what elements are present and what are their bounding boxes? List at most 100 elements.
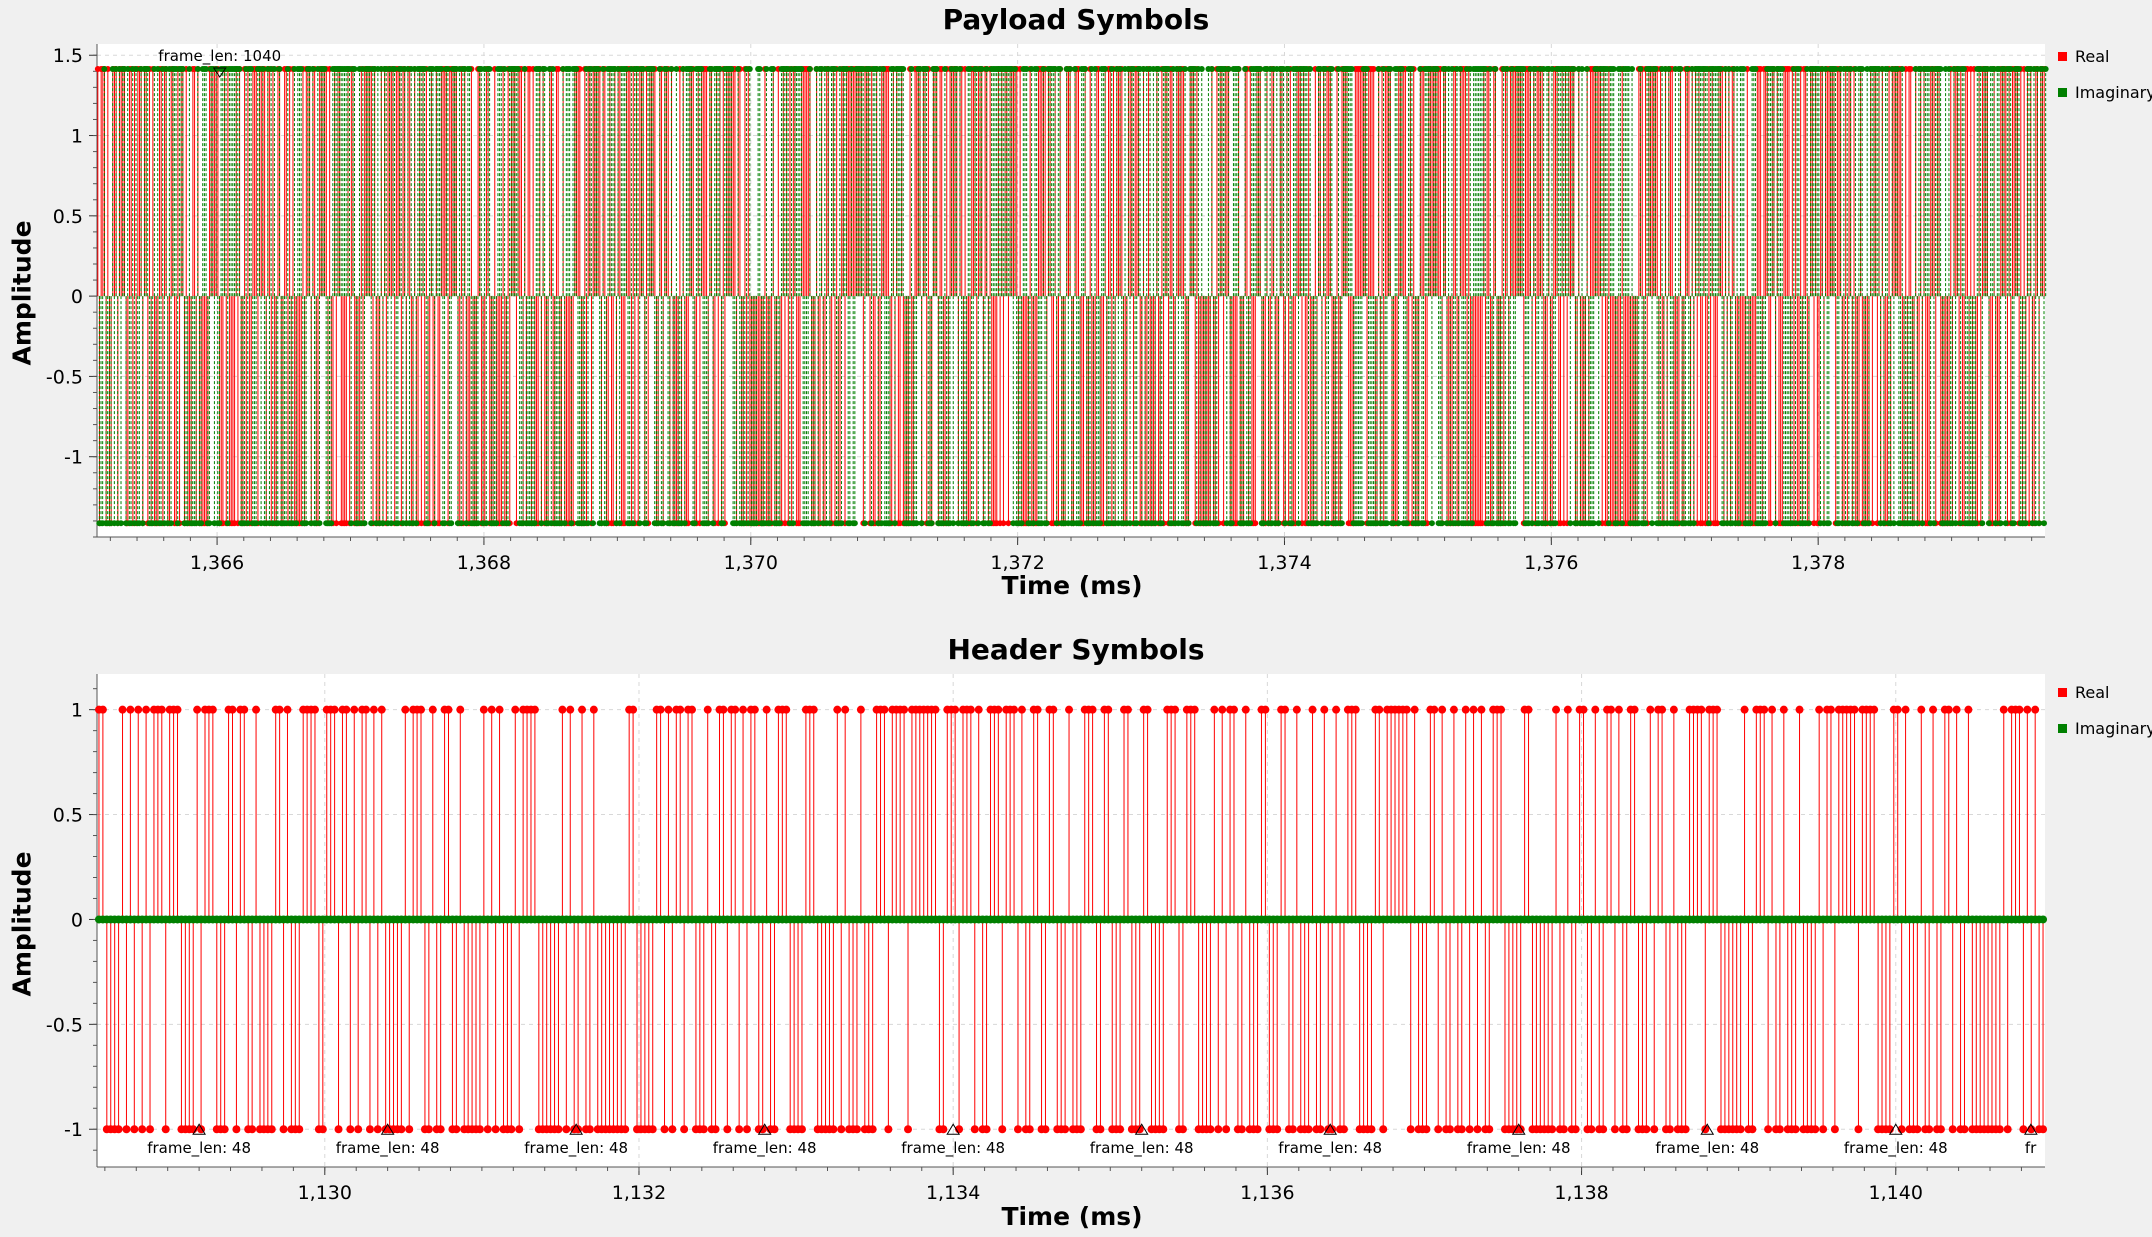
imaginary-point [1584, 66, 1591, 73]
imaginary-point [101, 66, 108, 73]
imaginary-point [806, 66, 813, 73]
imaginary-point [1348, 66, 1355, 73]
imaginary-point [1899, 66, 1906, 73]
imaginary-point [1642, 520, 1649, 527]
imaginary-point [248, 66, 255, 73]
imaginary-point [441, 520, 448, 527]
imaginary-point [753, 520, 760, 527]
imaginary-point [379, 520, 386, 527]
imaginary-point [1335, 66, 1342, 73]
y-tick-label: 1.5 [53, 45, 83, 67]
imaginary-point [1165, 66, 1172, 73]
imaginary-point [1792, 520, 1799, 527]
imaginary-point [1208, 66, 1215, 73]
imaginary-point [851, 520, 858, 527]
imaginary-point [913, 520, 920, 527]
imaginary-point [1894, 66, 1901, 73]
imaginary-point [710, 520, 717, 527]
y-tick-label: 1 [71, 700, 83, 722]
imaginary-point [1677, 66, 1684, 73]
imaginary-point [1865, 520, 1872, 527]
imaginary-point [448, 520, 455, 527]
imaginary-point [650, 66, 657, 73]
real-point [1714, 520, 1721, 527]
imaginary-point [1082, 66, 1089, 73]
x-axis-label: Time (ms) [1001, 1202, 1143, 1231]
imaginary-point [770, 66, 777, 73]
imaginary-point [253, 520, 260, 527]
imaginary-point [1847, 66, 1854, 73]
imaginary-point [1637, 66, 1644, 73]
imaginary-point [880, 66, 887, 73]
imaginary-point [1438, 520, 1445, 527]
imaginary-point [908, 66, 915, 73]
imaginary-point [139, 520, 146, 527]
imaginary-point [198, 520, 205, 527]
imaginary-point [124, 66, 131, 73]
imaginary-point [174, 520, 181, 527]
real-point [1907, 66, 1914, 73]
imaginary-point [1595, 520, 1602, 527]
imaginary-point [1318, 520, 1325, 527]
imaginary-point [1108, 66, 1115, 73]
imaginary-point [1198, 66, 1205, 73]
imaginary-point [293, 520, 300, 527]
x-tick-label: 1,130 [298, 1182, 352, 1204]
header-plot-area[interactable]: 1 0.5 0 -0.5 -1 1,130 1,132 1,134 1,136 1,138 1,14… [0, 632, 2152, 1237]
imaginary-point [1747, 520, 1754, 527]
imaginary-point [276, 66, 283, 73]
imaginary-point [2015, 66, 2022, 73]
imaginary-point [1795, 66, 1802, 73]
imaginary-point [1011, 66, 1018, 73]
imaginary-point [776, 520, 783, 527]
imaginary-point [735, 66, 742, 73]
real-point [126, 705, 135, 714]
imaginary-point [2040, 520, 2047, 527]
imaginary-point [1532, 66, 1539, 73]
payload-symbols-chart: Payload Symbols Amplitude Time (ms) 1.5 1… [0, 0, 2152, 618]
imaginary-point [966, 66, 973, 73]
imaginary-point [1338, 520, 1345, 527]
imaginary-point [1023, 66, 1030, 73]
real-point [130, 1125, 139, 1134]
x-tick-label: 1,132 [612, 1182, 666, 1204]
imaginary-point [1072, 66, 1079, 73]
imaginary-point [421, 66, 428, 73]
real-point [118, 705, 127, 714]
real-point [1005, 520, 1012, 527]
imaginary-point [1957, 520, 1964, 527]
imaginary-point [1387, 66, 1394, 73]
imaginary-point [861, 520, 868, 527]
imaginary-point [826, 520, 833, 527]
imaginary-point [636, 520, 643, 527]
real-point [122, 1125, 131, 1134]
imaginary-point [900, 66, 907, 73]
imaginary-point [1325, 520, 1332, 527]
imaginary-point [831, 66, 838, 73]
payload-plot-area[interactable]: 1.5 1 0.5 0 -0.5 -1 1,366 1,368 1,370 1,372 1,374 1… [0, 0, 2152, 618]
imaginary-point [1972, 520, 1979, 527]
imaginary-point [133, 66, 140, 73]
x-tick-label: 1,366 [190, 552, 244, 574]
x-tick-label: 1,370 [724, 552, 778, 574]
legend-item-imaginary[interactable]: Imaginary [2058, 74, 2152, 110]
imaginary-point [368, 520, 375, 527]
imaginary-point [1225, 66, 1232, 73]
legend-item-real[interactable]: Real [2058, 38, 2152, 74]
imaginary-point [1614, 520, 1621, 527]
imaginary-point [1859, 66, 1866, 73]
chart-title: Header Symbols [947, 633, 1205, 666]
real-point [1000, 520, 1007, 527]
imaginary-point [351, 66, 358, 73]
imaginary-point [1182, 66, 1189, 73]
imaginary-point [1610, 66, 1617, 73]
imaginary-point [2035, 520, 2042, 527]
imaginary-point [561, 520, 568, 527]
y-tick-label: -0.5 [46, 366, 83, 388]
y-tick-label: 0.5 [53, 206, 83, 228]
real-point [1252, 520, 1259, 527]
imaginary-point [2022, 520, 2029, 527]
imaginary-point [549, 66, 556, 73]
imaginary-point [2010, 520, 2017, 527]
imaginary-point [983, 66, 990, 73]
